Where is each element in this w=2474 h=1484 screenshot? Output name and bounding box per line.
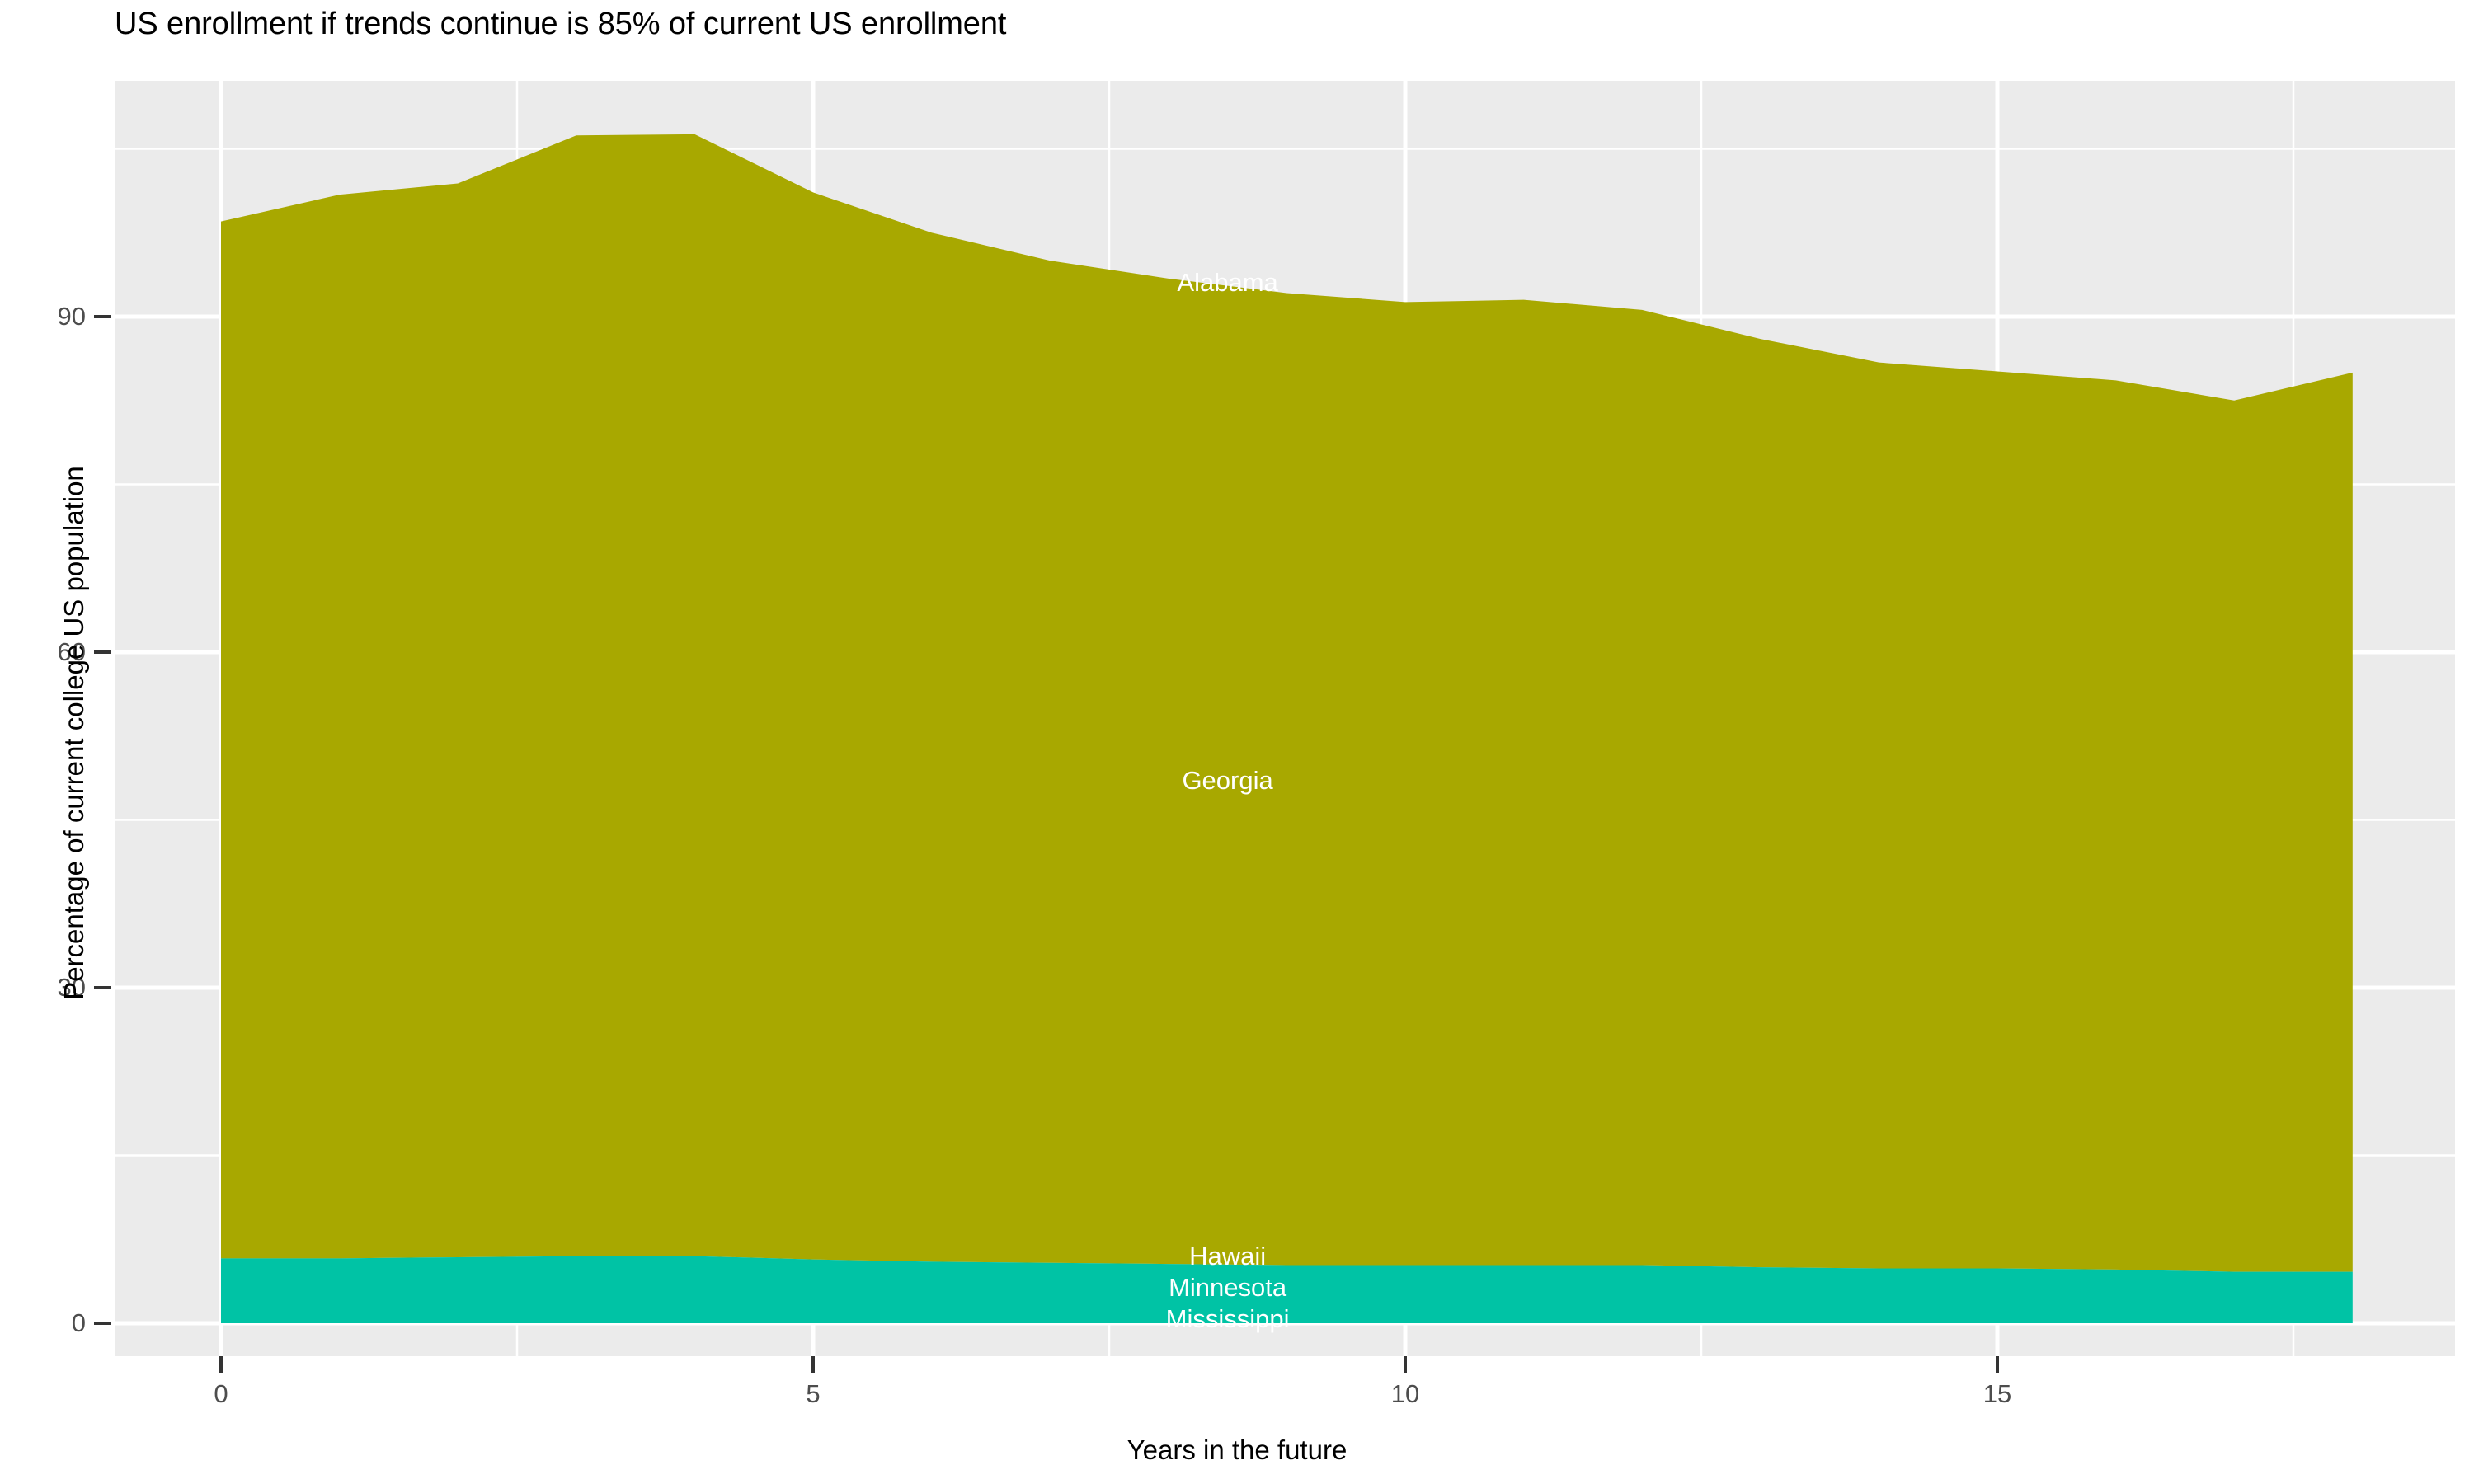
y-tick-label-60: 60 (57, 637, 86, 666)
page-title: US enrollment if trends continue is 85% … (115, 7, 1007, 41)
x-tick-mark-15 (1996, 1356, 1999, 1373)
x-tick-label-5: 5 (806, 1379, 821, 1408)
y-axis-title: Percentage of current college US populat… (59, 466, 89, 1000)
area-series-upper (221, 134, 2353, 1272)
y-tick-mark-0 (94, 1322, 111, 1325)
x-tick-mark-5 (811, 1356, 815, 1373)
y-tick-mark-60 (94, 650, 111, 654)
area-series-lower (221, 1256, 2353, 1323)
x-tick-label-15: 15 (1982, 1379, 2012, 1408)
x-tick-label-10: 10 (1390, 1379, 1420, 1408)
x-tick-label-0: 0 (214, 1379, 228, 1408)
plot-panel (115, 81, 2455, 1356)
x-axis-title: Years in the future (1126, 1435, 1348, 1465)
x-tick-mark-0 (219, 1356, 223, 1373)
plot-area (115, 81, 2455, 1356)
y-tick-mark-90 (94, 315, 111, 318)
y-tick-mark-30 (94, 986, 111, 989)
x-axis: 0 5 10 15 Years in the future (0, 1356, 2474, 1484)
y-tick-label-0: 0 (71, 1308, 86, 1337)
x-tick-mark-10 (1404, 1356, 1407, 1373)
y-tick-label-90: 90 (57, 302, 86, 331)
y-tick-label-30: 30 (57, 973, 86, 1002)
y-axis: 0 30 60 90 Percentage of current college… (0, 0, 115, 1484)
